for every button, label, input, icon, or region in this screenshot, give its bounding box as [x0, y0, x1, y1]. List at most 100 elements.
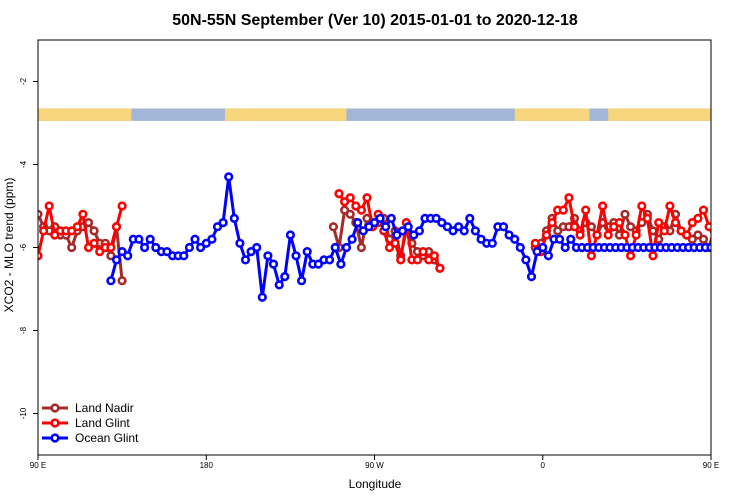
- data-point: [723, 228, 730, 235]
- data-point: [547, 218, 557, 228]
- data-point: [704, 222, 711, 232]
- data-point: [745, 228, 750, 235]
- data-point: [95, 247, 105, 257]
- data-point: [106, 251, 116, 261]
- data-point: [693, 213, 703, 223]
- data-point: [586, 251, 597, 261]
- data-point: [560, 242, 570, 253]
- data-point: [725, 244, 732, 251]
- data-point: [424, 255, 434, 265]
- data-point: [274, 280, 284, 290]
- data-point: [614, 218, 625, 228]
- data-point: [734, 228, 741, 235]
- data-point: [190, 234, 200, 244]
- data-point: [706, 242, 711, 253]
- data-point: [728, 228, 735, 235]
- data-point: [698, 234, 709, 244]
- data-point: [362, 193, 372, 203]
- data-point: [465, 213, 475, 223]
- data-point: [111, 222, 122, 232]
- data-point: [162, 247, 172, 257]
- data-point: [717, 228, 724, 235]
- data-point: [515, 242, 525, 253]
- data-point: [184, 242, 194, 253]
- data-point: [745, 244, 750, 251]
- data-point: [521, 255, 531, 265]
- data-point: [553, 226, 563, 236]
- data-point: [659, 226, 669, 236]
- data-point: [554, 234, 565, 244]
- land-band: [38, 108, 132, 121]
- data-point: [375, 213, 385, 223]
- data-point: [50, 230, 60, 240]
- data-point: [381, 222, 391, 232]
- data-point: [291, 251, 301, 261]
- data-point: [302, 247, 312, 257]
- x-tick-label: 180: [200, 461, 214, 470]
- land-band: [514, 108, 590, 121]
- data-point: [566, 234, 576, 244]
- data-point: [648, 251, 658, 261]
- data-point: [358, 226, 368, 236]
- data-point: [740, 244, 747, 251]
- data-point: [710, 223, 711, 230]
- data-point: [369, 218, 380, 228]
- data-point: [510, 234, 520, 244]
- data-point: [713, 244, 720, 251]
- data-point: [637, 201, 647, 211]
- data-point: [78, 209, 88, 219]
- y-tick-label: -8: [19, 326, 28, 334]
- data-point: [670, 218, 681, 228]
- data-point: [620, 209, 630, 219]
- data-point: [285, 230, 296, 240]
- legend-item: Ocean Glint: [42, 431, 139, 445]
- data-point: [145, 234, 155, 244]
- land-band: [224, 108, 347, 121]
- data-point: [631, 230, 641, 240]
- legend-label: Land Glint: [75, 416, 130, 430]
- data-point: [734, 240, 741, 247]
- data-point: [569, 222, 580, 232]
- y-tick-label: -10: [19, 407, 28, 419]
- legend-item: Land Nadir: [42, 401, 134, 415]
- data-point: [442, 222, 453, 232]
- data-point: [698, 205, 709, 215]
- data-point: [313, 259, 324, 269]
- y-tick-label: -6: [19, 243, 28, 251]
- data-point: [459, 226, 469, 236]
- data-point: [72, 222, 82, 232]
- data-point: [397, 226, 408, 236]
- data-point: [609, 222, 619, 232]
- data-point: [334, 189, 344, 199]
- data-point: [538, 242, 548, 253]
- data-point: [575, 230, 585, 240]
- data-point: [392, 230, 402, 240]
- data-point: [396, 255, 406, 265]
- legend-marker: [50, 418, 60, 428]
- data-point: [364, 222, 374, 232]
- land-band: [608, 108, 711, 121]
- data-point: [224, 172, 234, 182]
- data-point: [581, 205, 591, 215]
- data-point: [597, 201, 608, 211]
- data-point: [717, 219, 724, 226]
- data-point: [543, 251, 554, 261]
- data-point: [409, 230, 419, 240]
- data-point: [412, 255, 423, 265]
- data-point: [736, 244, 743, 251]
- data-point: [676, 226, 686, 236]
- data-point: [140, 242, 150, 253]
- data-point: [345, 209, 355, 219]
- data-point: [341, 242, 352, 253]
- data-point: [353, 218, 363, 228]
- data-point: [682, 230, 692, 240]
- data-point: [268, 259, 279, 269]
- data-point: [541, 230, 552, 240]
- data-point: [340, 197, 350, 207]
- data-point: [532, 247, 542, 257]
- data-point: [356, 205, 367, 215]
- data-point: [106, 242, 116, 253]
- data-point: [431, 213, 441, 223]
- data-point: [328, 222, 339, 232]
